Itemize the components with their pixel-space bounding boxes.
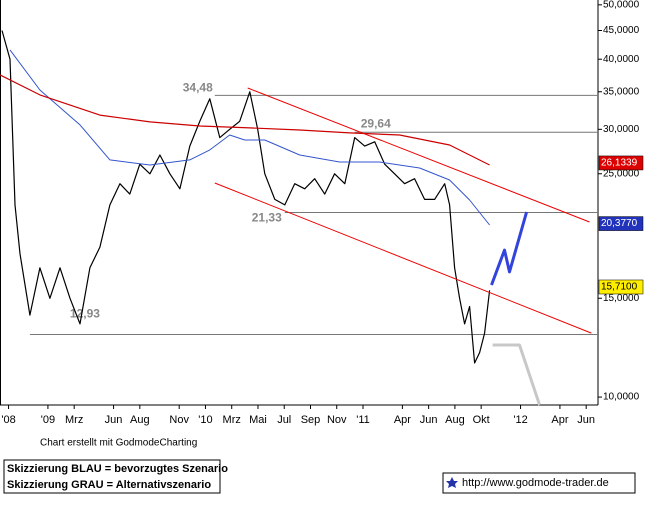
series-line xyxy=(1,30,491,364)
x-tick-label: '12 xyxy=(513,414,527,426)
y-tick-label: 40,0000 xyxy=(603,54,640,65)
value-box-label: 15,7100 xyxy=(601,282,638,293)
x-tick-label: '08 xyxy=(1,414,15,426)
series-line xyxy=(0,74,490,166)
y-tick-label: 25,0000 xyxy=(603,168,640,179)
value-box-label: 26,1339 xyxy=(601,158,638,169)
x-tick-label: Nov xyxy=(327,414,347,426)
y-tick-label: 30,0000 xyxy=(603,124,640,135)
x-tick-label: Jun xyxy=(577,414,595,426)
level-label: 29,64 xyxy=(361,116,391,130)
url-box xyxy=(442,472,636,494)
x-tick-label: Okt xyxy=(473,414,490,426)
value-box-label: 20,3770 xyxy=(601,218,638,229)
y-tick-label: 15,0000 xyxy=(603,293,640,304)
level-label: 21,33 xyxy=(252,211,282,225)
series-line xyxy=(492,343,542,406)
legend-line: Skizzierung BLAU = bevorzugtes Szenario xyxy=(7,463,228,475)
series-line xyxy=(490,211,529,286)
x-tick-label: '11 xyxy=(356,414,370,426)
x-tick-label: '10 xyxy=(198,414,212,426)
level-label: 34,48 xyxy=(183,81,213,95)
x-tick-label: Jul xyxy=(277,414,291,426)
y-tick-label: 45,0000 xyxy=(603,25,640,36)
y-tick-label: 50,0000 xyxy=(603,0,640,10)
x-tick-label: '09 xyxy=(41,414,55,426)
legend-box xyxy=(3,459,221,494)
x-tick-label: Mai xyxy=(249,414,267,426)
y-tick-label: 35,0000 xyxy=(603,86,640,97)
x-tick-label: Aug xyxy=(130,414,150,426)
value-box xyxy=(598,216,644,231)
x-tick-label: Mrz xyxy=(223,414,241,426)
value-box xyxy=(598,155,644,171)
credit: Chart erstellt mit GodmodeCharting xyxy=(40,438,197,449)
x-tick-label: Mrz xyxy=(65,414,83,426)
legend-line: Skizzierung GRAU = Alternativszenario xyxy=(7,479,211,491)
series-line xyxy=(214,182,592,334)
x-tick-label: Aug xyxy=(445,414,465,426)
x-tick-label: Jun xyxy=(420,414,438,426)
series-line xyxy=(9,49,490,226)
x-tick-label: Jun xyxy=(105,414,123,426)
value-box xyxy=(598,279,644,295)
x-tick-label: Apr xyxy=(394,414,411,426)
x-tick-label: Apr xyxy=(551,414,568,426)
logo-star xyxy=(446,477,458,488)
url: http://www.godmode-trader.de xyxy=(462,477,609,489)
y-tick-label: 10,0000 xyxy=(603,392,640,403)
x-tick-label: Sep xyxy=(301,414,321,426)
x-tick-label: Nov xyxy=(169,414,189,426)
series-line xyxy=(247,87,590,223)
